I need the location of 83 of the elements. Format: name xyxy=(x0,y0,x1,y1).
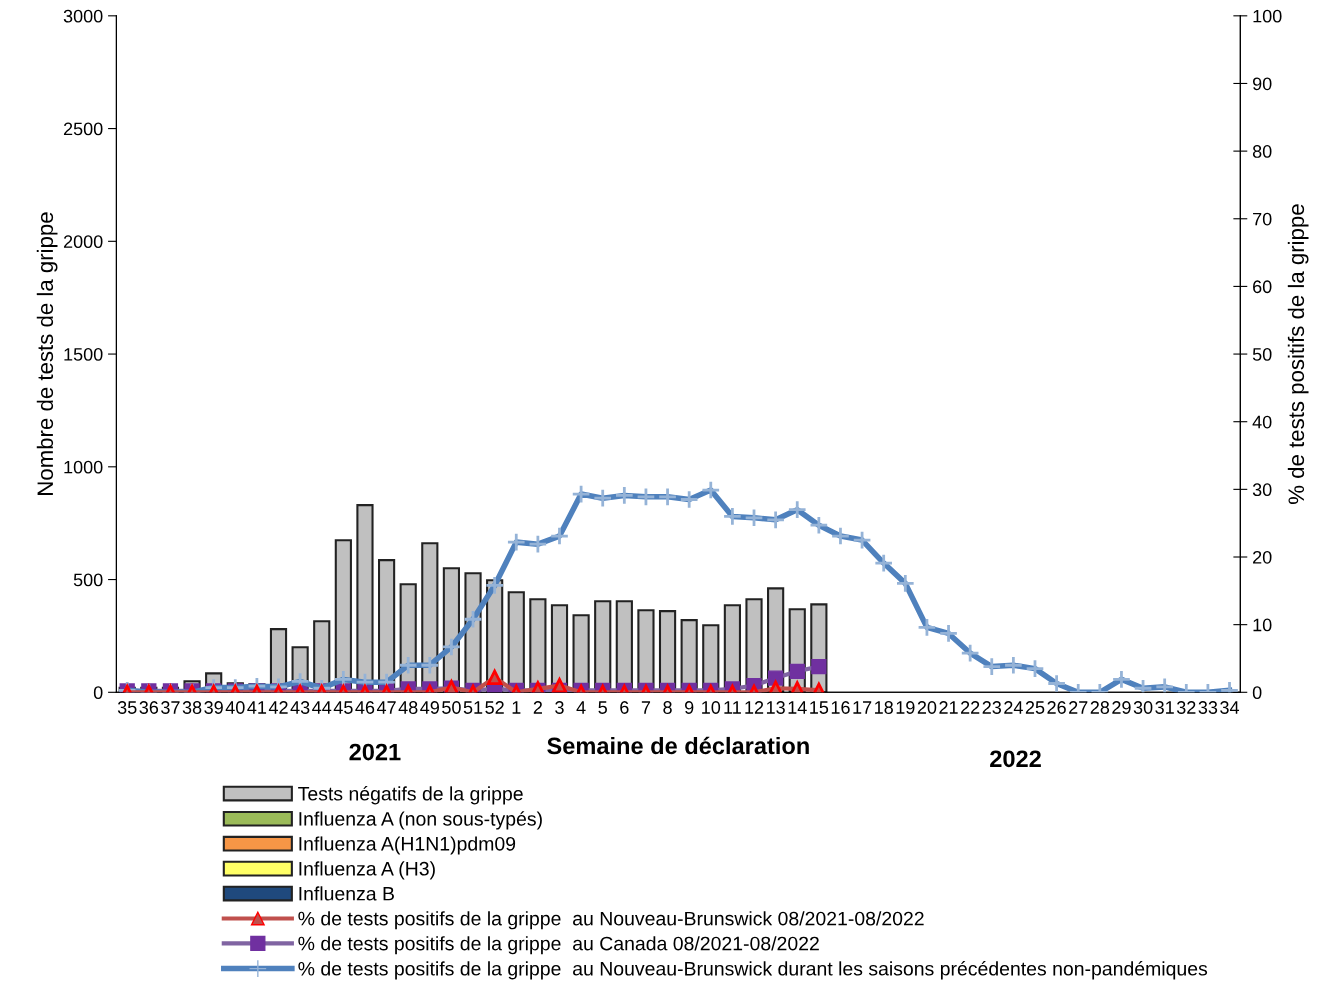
y2-tick-label: 100 xyxy=(1253,9,1282,23)
x-tick-label: 12 xyxy=(745,701,764,714)
x-tick-label: 16 xyxy=(831,701,850,714)
x-tick-label: 10 xyxy=(702,701,721,714)
y2-tick-label: 50 xyxy=(1252,348,1272,361)
legend-label: Tests négatifs de la grippe xyxy=(298,786,523,805)
legend-label: % de tests positifs de la grippe au Nouveau-Brunswick durant les saisons précédentes non-pandémiques xyxy=(298,961,1208,980)
x-tick-label: 34 xyxy=(1220,701,1240,714)
x-tick-label: 15 xyxy=(810,701,829,714)
y-tick-label: 2500 xyxy=(63,122,103,136)
text: 2022 xyxy=(990,750,1041,768)
x-tick-label: 27 xyxy=(1069,701,1088,714)
x-tick-label: 7 xyxy=(641,701,651,714)
x-tick-label: 41 xyxy=(247,701,267,714)
legend-label: % de tests positifs de la grippe au Canada 08/2021-08/2022 xyxy=(298,936,819,955)
x-tick-label: 45 xyxy=(333,701,353,714)
y2-tick-label: 10 xyxy=(1253,618,1272,632)
legend-label: Influenza A (H3) xyxy=(299,861,435,880)
x-tick-label: 9 xyxy=(685,701,694,714)
x-tick-label: 29 xyxy=(1112,701,1131,714)
x-tick-label: 5 xyxy=(598,701,607,714)
x-tick-label: 8 xyxy=(663,701,672,714)
x-tick-label: 26 xyxy=(1047,701,1066,714)
y2-tick-label: 80 xyxy=(1252,145,1272,158)
x-tick-label: 33 xyxy=(1198,701,1218,714)
y2-tick-label: 70 xyxy=(1253,212,1272,226)
x-tick-label: 30 xyxy=(1133,701,1153,714)
x-tick-label: 28 xyxy=(1090,701,1110,714)
y2-tick-label: 30 xyxy=(1252,483,1272,497)
x-tick-label: 1 xyxy=(512,701,521,714)
x-tick-label: 47 xyxy=(376,701,396,714)
x-tick-label: 19 xyxy=(896,701,915,714)
legend-label: Influenza A (non sous-typés) xyxy=(299,811,542,830)
x-tick-label: 40 xyxy=(225,701,245,714)
x-tick-label: 39 xyxy=(204,701,223,714)
x-tick-label: 44 xyxy=(312,701,332,714)
legend-label: Influenza A(H1N1)pdm09 xyxy=(299,836,516,855)
legend-label: Influenza B xyxy=(299,886,394,901)
y-axis-title: Nombre de tests de la grippe xyxy=(36,212,58,495)
x-tick-label: 18 xyxy=(875,701,893,714)
x-tick-label: 25 xyxy=(1025,701,1045,714)
x-tick-label: 4 xyxy=(576,701,586,714)
y-tick-label: 1000 xyxy=(64,460,103,474)
y-tick-label: 500 xyxy=(73,573,103,587)
x-tick-label: 42 xyxy=(268,701,288,714)
x-tick-label: 52 xyxy=(485,701,504,714)
y2-tick-label: 20 xyxy=(1253,550,1272,564)
x-tick-label: 24 xyxy=(1004,701,1023,714)
y-tick-label: 0 xyxy=(93,686,103,700)
legend-label: % de tests positifs de la grippe au Nouveau-Brunswick 08/2021-08/2022 xyxy=(298,911,924,930)
x-tick-label: 37 xyxy=(161,701,180,714)
x-tick-label: 21 xyxy=(939,701,958,714)
x-tick-label: 49 xyxy=(420,701,439,714)
x-tick-label: 22 xyxy=(961,701,980,714)
x-tick-label: 50 xyxy=(442,701,461,714)
y2-tick-label: 0 xyxy=(1252,686,1262,700)
x-tick-label: 6 xyxy=(620,701,629,714)
x-tick-label: 43 xyxy=(290,701,310,714)
y2-tick-label: 60 xyxy=(1253,280,1272,294)
y-tick-label: 3000 xyxy=(63,9,103,23)
x-tick-label: 23 xyxy=(982,701,1002,714)
y2-tick-label: 40 xyxy=(1252,415,1272,429)
text: 2021 xyxy=(349,743,401,761)
y2-axis-title: % de tests positifs de la grippe xyxy=(1287,204,1309,504)
x-tick-label: 38 xyxy=(182,701,202,714)
x-tick-label: 31 xyxy=(1155,701,1174,714)
x-tick-label: 48 xyxy=(398,701,418,714)
x-tick-label: 14 xyxy=(788,701,807,714)
x-tick-label: 32 xyxy=(1176,701,1196,714)
x-tick-label: 17 xyxy=(853,701,872,714)
x-tick-label: 20 xyxy=(917,701,937,714)
x-axis-title: Semaine de déclaration xyxy=(547,736,809,755)
y2-tick-label: 90 xyxy=(1252,77,1272,91)
x-tick-label: 11 xyxy=(724,701,741,714)
x-tick-label: 2 xyxy=(533,701,542,714)
x-tick-label: 46 xyxy=(355,701,375,714)
y-tick-label: 1500 xyxy=(64,348,103,361)
x-tick-label: 13 xyxy=(766,701,785,714)
x-tick-label: 36 xyxy=(139,701,159,714)
x-tick-label: 3 xyxy=(555,701,564,714)
x-tick-label: 35 xyxy=(117,701,137,714)
y-tick-label: 2000 xyxy=(63,235,103,249)
x-tick-label: 51 xyxy=(463,701,483,714)
